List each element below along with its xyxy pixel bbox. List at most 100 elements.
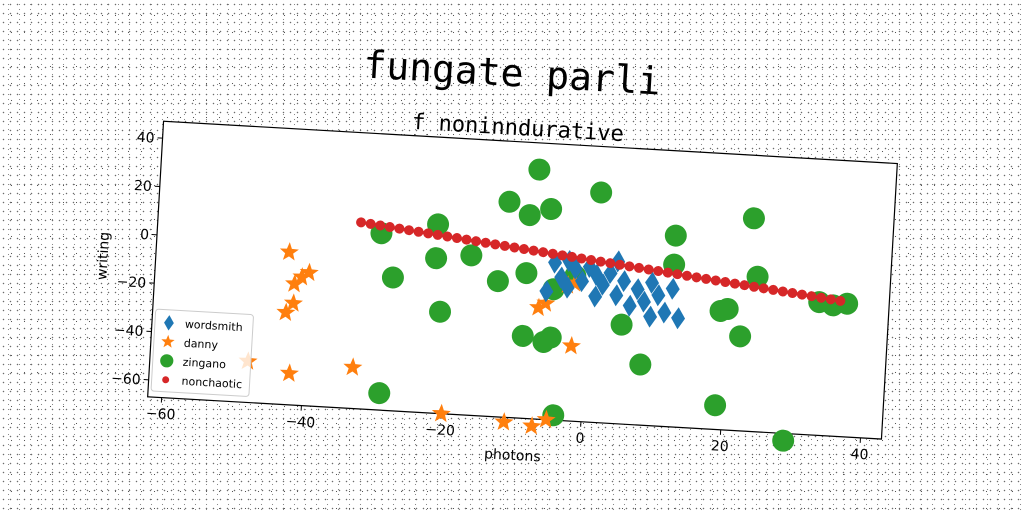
- data-point-nonchaotic: [499, 240, 510, 251]
- axes-layer: −60 −40 −20 0 20 40 40 20 0 −20 −40 −60 photons wri…: [94, 120, 898, 465]
- data-point-nonchaotic: [653, 266, 664, 277]
- legend-label-zingano: zingano: [182, 356, 226, 371]
- data-point-nonchaotic: [614, 259, 625, 270]
- data-point-nonchaotic: [796, 289, 807, 300]
- data-point-nonchaotic: [566, 251, 577, 262]
- data-point-nonchaotic: [825, 294, 836, 305]
- data-point-nonchaotic: [672, 269, 683, 280]
- data-point-nonchaotic: [490, 239, 501, 250]
- data-point-zingano: [511, 324, 534, 347]
- data-point-nonchaotic: [739, 280, 750, 291]
- data-point-nonchaotic: [835, 295, 846, 306]
- data-point-danny: [522, 416, 542, 435]
- data-point-nonchaotic: [356, 217, 367, 228]
- data-point-danny: [529, 297, 549, 317]
- x-tick-label: 40: [850, 446, 869, 463]
- data-point-nonchaotic: [643, 264, 654, 275]
- data-point-zingano: [539, 326, 562, 349]
- legend: wordsmith danny zingano nonchaotic: [150, 308, 254, 397]
- data-point-wordsmith: [671, 307, 686, 330]
- data-point-nonchaotic: [394, 223, 405, 234]
- data-point-nonchaotic: [413, 226, 424, 237]
- data-point-wordsmith: [609, 284, 624, 307]
- data-point-nonchaotic: [547, 248, 558, 259]
- data-point-nonchaotic: [461, 234, 472, 245]
- data-point-wordsmith: [568, 257, 583, 280]
- data-point-danny: [279, 363, 299, 382]
- data-point-nonchaotic: [480, 237, 491, 248]
- data-point-wordsmith: [645, 271, 660, 294]
- x-tick-label: −60: [145, 406, 175, 424]
- data-point-zingano: [664, 224, 687, 247]
- data-point-wordsmith: [575, 270, 590, 293]
- data-point-nonchaotic: [701, 273, 712, 284]
- data-point-nonchaotic: [768, 284, 779, 295]
- data-point-zingano: [716, 297, 739, 320]
- data-point-zingano: [540, 198, 563, 221]
- data-point-wordsmith: [636, 290, 651, 313]
- legend-marker-zingano: [160, 354, 174, 368]
- data-point-zingano: [486, 270, 509, 293]
- data-point-zingano: [742, 207, 765, 230]
- y-tick-label: −60: [111, 371, 141, 389]
- data-point-nonchaotic: [787, 288, 798, 299]
- x-axis-label: photons: [484, 446, 541, 465]
- data-point-nonchaotic: [509, 242, 520, 253]
- data-point-zingano: [368, 382, 391, 405]
- data-point-zingano: [729, 325, 752, 348]
- data-point-nonchaotic: [758, 283, 769, 294]
- data-point-wordsmith: [643, 305, 658, 328]
- data-point-zingano: [528, 158, 551, 181]
- data-point-nonchaotic: [806, 291, 817, 302]
- legend-marker-danny: [161, 334, 175, 348]
- data-point-wordsmith: [560, 276, 575, 299]
- data-point-nonchaotic: [528, 245, 539, 256]
- y-tick-label: 40: [136, 130, 155, 147]
- data-point-wordsmith: [595, 273, 610, 296]
- data-point-wordsmith: [657, 301, 672, 324]
- x-tick-label: 0: [575, 430, 585, 446]
- data-point-nonchaotic: [605, 258, 616, 269]
- data-point-wordsmith: [651, 284, 666, 307]
- data-point-nonchaotic: [442, 231, 453, 242]
- data-point-wordsmith: [622, 294, 637, 317]
- data-point-nonchaotic: [375, 220, 386, 231]
- data-point-nonchaotic: [624, 261, 635, 272]
- data-point-nonchaotic: [471, 236, 482, 247]
- data-point-zingano: [498, 190, 521, 213]
- data-point-nonchaotic: [557, 250, 568, 261]
- data-point-wordsmith: [588, 285, 603, 308]
- legend-label-wordsmith: wordsmith: [185, 318, 244, 334]
- data-point-nonchaotic: [423, 228, 434, 239]
- y-tick-label: −40: [113, 322, 143, 340]
- data-point-zingano: [425, 247, 448, 270]
- data-point-nonchaotic: [365, 218, 376, 229]
- data-point-danny: [536, 293, 556, 312]
- legend-marker-wordsmith: [164, 315, 174, 331]
- data-point-zingano: [590, 181, 613, 204]
- data-point-zingano: [772, 429, 795, 452]
- data-point-zingano: [381, 266, 404, 289]
- data-point-nonchaotic: [403, 225, 414, 236]
- data-point-nonchaotic: [710, 275, 721, 286]
- data-point-wordsmith: [554, 266, 569, 289]
- data-point-danny: [431, 403, 451, 423]
- data-point-nonchaotic: [749, 281, 760, 292]
- y-axis-label: writing: [94, 231, 113, 280]
- y-tick-label: 20: [133, 178, 152, 195]
- title-group: fungate parli: [362, 42, 661, 103]
- legend-marker-nonchaotic: [162, 376, 170, 384]
- data-point-zingano: [515, 262, 538, 285]
- data-point-danny: [494, 412, 514, 431]
- data-point-danny: [279, 242, 299, 261]
- x-tick-label: −40: [285, 414, 315, 432]
- data-point-nonchaotic: [729, 278, 740, 289]
- data-point-nonchaotic: [816, 292, 827, 303]
- data-point-wordsmith: [665, 277, 680, 300]
- data-point-nonchaotic: [519, 244, 530, 255]
- data-point-zingano: [610, 313, 633, 336]
- data-point-nonchaotic: [662, 267, 673, 278]
- data-point-nonchaotic: [777, 286, 788, 297]
- ticks-layer: −60 −40 −20 0 20 40 40 20 0 −20 −40 −60: [111, 130, 869, 464]
